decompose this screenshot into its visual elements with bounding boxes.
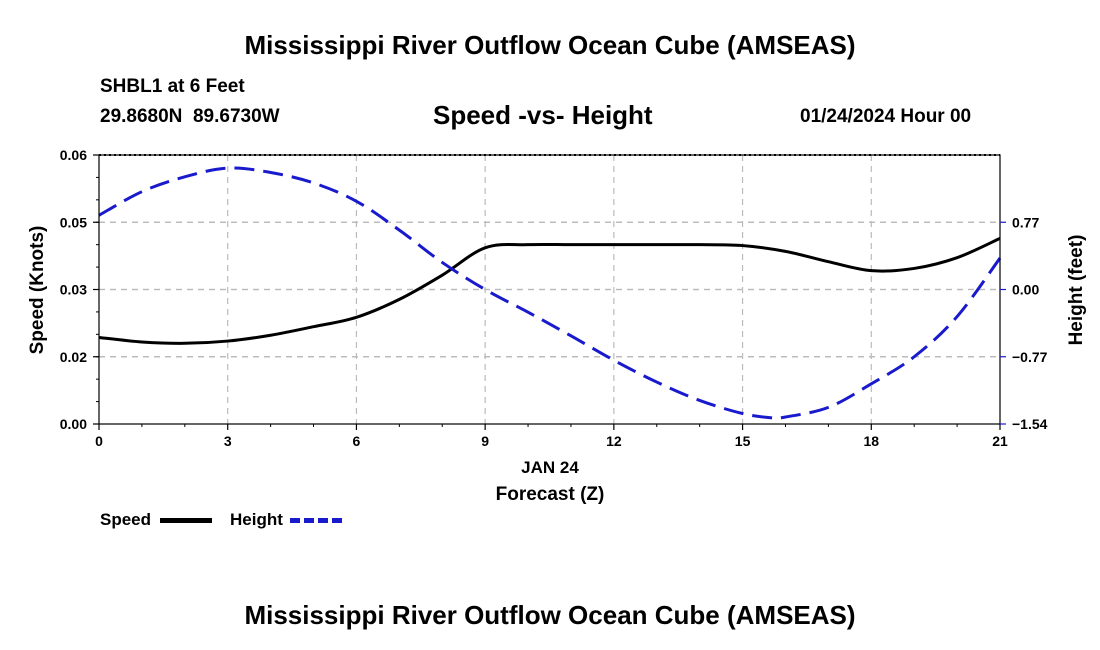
legend-height-label: Height [230, 510, 283, 529]
x-tick-label: 21 [992, 433, 1008, 449]
y-right-tick-label: −1.54 [1012, 416, 1048, 432]
x-tick-label: 0 [95, 433, 103, 449]
chart-main-title: Mississippi River Outflow Ocean Cube (AM… [244, 30, 856, 60]
legend-speed-label: Speed [100, 510, 152, 529]
x-tick-label: 15 [735, 433, 751, 449]
legend-speed-swatch [160, 518, 212, 523]
x-tick-label: 3 [224, 433, 232, 449]
series-layer [98, 166, 1002, 420]
y-right-tick-label: 0.77 [1012, 214, 1039, 230]
x-tick-label: 9 [481, 433, 489, 449]
y-left-tick-label: 0.03 [60, 282, 87, 298]
y-left-tick-label: 0.00 [60, 416, 87, 432]
station-label: SHBL1 at 6 Feet [100, 76, 245, 97]
footer-title: Mississippi River Outflow Ocean Cube (AM… [244, 600, 856, 630]
y-left-tick-label: 0.05 [60, 214, 87, 230]
x-tick-label: 12 [606, 433, 622, 449]
legend-height-swatch [290, 518, 342, 523]
y-axis-left-label: Speed (Knots) [27, 226, 48, 355]
y-left-tick-label: 0.02 [60, 349, 87, 365]
x-axis-date-label: JAN 24 [521, 458, 579, 477]
y-axis-right-label: Height (feet) [1066, 235, 1087, 346]
x-axis-label: Forecast (Z) [496, 484, 605, 505]
forecast-datetime: 01/24/2024 Hour 00 [800, 106, 972, 127]
x-tick-label: 6 [353, 433, 361, 449]
series-line-height [98, 166, 1002, 420]
axes: 0 3 6 9 12 15 18 21 0.00 0.02 0.03 0.05 0.06 −1.54 −0.… [60, 147, 1048, 449]
grid-lines [99, 155, 1000, 424]
y-right-tick-label: 0.00 [1012, 282, 1039, 298]
y-right-tick-label: −0.77 [1012, 349, 1048, 365]
coordinates-label: 29.8680N 89.6730W [100, 106, 280, 127]
series-line-speed [98, 237, 1001, 345]
chart-subtitle: Speed -vs- Height [433, 100, 653, 130]
x-tick-label: 18 [863, 433, 879, 449]
y-left-tick-label: 0.06 [60, 147, 87, 163]
